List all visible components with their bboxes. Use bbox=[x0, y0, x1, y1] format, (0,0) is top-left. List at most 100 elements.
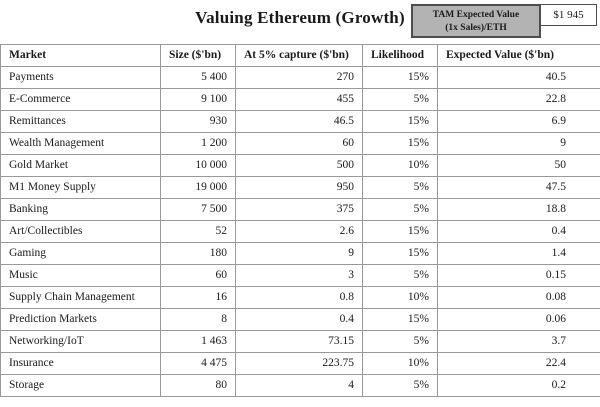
table-body: Payments 5 400 270 15% 40.5 E-Commerce 9 100 45… bbox=[0, 66, 600, 397]
table-cell: 5% bbox=[362, 176, 438, 199]
table-cell: 15% bbox=[362, 220, 438, 243]
table-cell: 500 bbox=[235, 154, 363, 177]
table-cell: 9 bbox=[235, 242, 363, 265]
table-cell: Wealth Management bbox=[0, 132, 161, 155]
table-cell: 375 bbox=[235, 198, 363, 221]
table-cell: Music bbox=[0, 264, 161, 287]
table-cell: 22.8 bbox=[437, 88, 600, 111]
table-cell: 4 bbox=[235, 374, 363, 397]
table-cell: 7 500 bbox=[160, 198, 236, 221]
table-cell: 5 400 bbox=[160, 66, 236, 89]
table-cell: 0.4 bbox=[235, 308, 363, 331]
table-cell: 5% bbox=[362, 374, 438, 397]
table-cell: 6.9 bbox=[437, 110, 600, 133]
table-cell: 0.08 bbox=[437, 286, 600, 309]
table-cell: 8 bbox=[160, 308, 236, 331]
table-row: Storage 80 4 5% 0.2 bbox=[0, 374, 600, 397]
column-header-expected-value: Expected Value ($'bn) bbox=[437, 44, 600, 67]
table-row: Gaming 180 9 15% 1.4 bbox=[0, 242, 600, 265]
table-row: Payments 5 400 270 15% 40.5 bbox=[0, 66, 600, 89]
table-cell: Insurance bbox=[0, 352, 161, 375]
table-cell: 60 bbox=[235, 132, 363, 155]
table-row: Insurance 4 475 223.75 10% 22.4 bbox=[0, 352, 600, 375]
table-cell: 2.6 bbox=[235, 220, 363, 243]
column-header-market: Market bbox=[0, 44, 161, 67]
table-cell: Remittances bbox=[0, 110, 161, 133]
table-cell: 46.5 bbox=[235, 110, 363, 133]
table-row: M1 Money Supply 19 000 950 5% 47.5 bbox=[0, 176, 600, 199]
header: Valuing Ethereum (Growth) TAM Expected V… bbox=[0, 0, 600, 44]
table-cell: 10% bbox=[362, 352, 438, 375]
table-cell: 950 bbox=[235, 176, 363, 199]
table-cell: 9 100 bbox=[160, 88, 236, 111]
table-cell: 223.75 bbox=[235, 352, 363, 375]
table-cell: 50 bbox=[437, 154, 600, 177]
table-cell: 270 bbox=[235, 66, 363, 89]
table-cell: 4 475 bbox=[160, 352, 236, 375]
table-cell: Supply Chain Management bbox=[0, 286, 161, 309]
table-cell: 5% bbox=[362, 198, 438, 221]
table-cell: M1 Money Supply bbox=[0, 176, 161, 199]
table-cell: 16 bbox=[160, 286, 236, 309]
table-row: Art/Collectibles 52 2.6 15% 0.4 bbox=[0, 220, 600, 243]
table-cell: 3 bbox=[235, 264, 363, 287]
table-cell: 73.15 bbox=[235, 330, 363, 353]
valuation-table: Market Size ($'bn) At 5% capture ($'bn) … bbox=[0, 44, 600, 397]
page-title: Valuing Ethereum (Growth) bbox=[195, 8, 405, 27]
table-cell: 80 bbox=[160, 374, 236, 397]
tam-label: TAM Expected Value (1x Sales)/ETH bbox=[411, 4, 541, 38]
column-header-size: Size ($'bn) bbox=[160, 44, 236, 67]
table-cell: 0.2 bbox=[437, 374, 600, 397]
table-cell: Payments bbox=[0, 66, 161, 89]
table-cell: 52 bbox=[160, 220, 236, 243]
table-cell: 15% bbox=[362, 308, 438, 331]
table-cell: 0.06 bbox=[437, 308, 600, 331]
table-cell: 15% bbox=[362, 242, 438, 265]
table-cell: 22.4 bbox=[437, 352, 600, 375]
table-row: Music 60 3 5% 0.15 bbox=[0, 264, 600, 287]
table-cell: 10% bbox=[362, 286, 438, 309]
table-cell: Banking bbox=[0, 198, 161, 221]
table-cell: 1 463 bbox=[160, 330, 236, 353]
table-cell: 15% bbox=[362, 132, 438, 155]
table-cell: Prediction Markets bbox=[0, 308, 161, 331]
table-row: Wealth Management 1 200 60 15% 9 bbox=[0, 132, 600, 155]
table-cell: 0.8 bbox=[235, 286, 363, 309]
table-cell: 60 bbox=[160, 264, 236, 287]
table-cell: 0.15 bbox=[437, 264, 600, 287]
table-cell: 10 000 bbox=[160, 154, 236, 177]
table-cell: 15% bbox=[362, 110, 438, 133]
table-row: Banking 7 500 375 5% 18.8 bbox=[0, 198, 600, 221]
table-cell: 5% bbox=[362, 88, 438, 111]
table-cell: 3.7 bbox=[437, 330, 600, 353]
table-cell: 455 bbox=[235, 88, 363, 111]
table-cell: Storage bbox=[0, 374, 161, 397]
tam-value: $1 945 bbox=[541, 4, 597, 26]
table-cell: 40.5 bbox=[437, 66, 600, 89]
table-cell: 1.4 bbox=[437, 242, 600, 265]
tam-label-line2: (1x Sales)/ETH bbox=[445, 23, 507, 33]
table-row: Networking/IoT 1 463 73.15 5% 3.7 bbox=[0, 330, 600, 353]
table-cell: 19 000 bbox=[160, 176, 236, 199]
table-cell: 5% bbox=[362, 264, 438, 287]
table-row: Prediction Markets 8 0.4 15% 0.06 bbox=[0, 308, 600, 331]
table-row: Gold Market 10 000 500 10% 50 bbox=[0, 154, 600, 177]
table-cell: 180 bbox=[160, 242, 236, 265]
table-cell: E-Commerce bbox=[0, 88, 161, 111]
column-header-capture: At 5% capture ($'bn) bbox=[235, 44, 363, 67]
table-cell: 930 bbox=[160, 110, 236, 133]
tam-summary: TAM Expected Value (1x Sales)/ETH $1 945 bbox=[411, 4, 597, 38]
table-header-row: Market Size ($'bn) At 5% capture ($'bn) … bbox=[0, 44, 600, 67]
table-cell: 1 200 bbox=[160, 132, 236, 155]
table-cell: 5% bbox=[362, 330, 438, 353]
column-header-likelihood: Likelihood bbox=[362, 44, 438, 67]
table-row: Supply Chain Management 16 0.8 10% 0.08 bbox=[0, 286, 600, 309]
table-cell: 0.4 bbox=[437, 220, 600, 243]
table-cell: 15% bbox=[362, 66, 438, 89]
table-cell: 47.5 bbox=[437, 176, 600, 199]
tam-label-line1: TAM Expected Value bbox=[432, 10, 520, 20]
table-cell: 9 bbox=[437, 132, 600, 155]
table-cell: Networking/IoT bbox=[0, 330, 161, 353]
table-cell: Gold Market bbox=[0, 154, 161, 177]
